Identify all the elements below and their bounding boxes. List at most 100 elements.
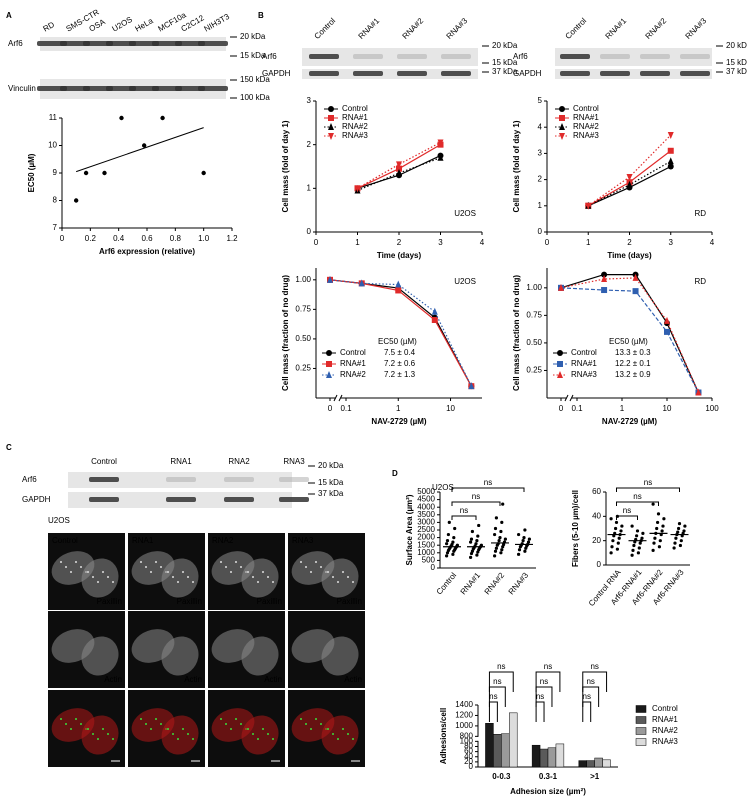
adhesion-dot [352, 581, 354, 583]
blot-band [353, 71, 383, 76]
x-tick-label: 0.6 [141, 234, 153, 243]
adhesion-dot [332, 733, 334, 735]
data-point [445, 542, 449, 546]
blot-row-label: Arf6 [262, 52, 277, 61]
blot-lane-label: RNA3 [283, 457, 305, 466]
data-point [630, 553, 634, 557]
adhesion-dot [230, 571, 232, 573]
adhesion-dot [60, 561, 62, 563]
data-point [354, 185, 361, 193]
x-axis-label: NAV-2729 (µM) [371, 417, 426, 426]
data-point [601, 271, 608, 278]
significance-label: ns [544, 662, 552, 671]
blot-lane-label: Control [313, 16, 338, 41]
blot-band [37, 86, 67, 91]
stain-label: Paxillin [97, 597, 122, 606]
y-tick-label: 4000 [417, 502, 435, 511]
bar [531, 744, 541, 768]
data-point [619, 529, 623, 533]
data-point [160, 115, 165, 121]
adhesion-dot [145, 566, 147, 568]
adhesion-dot [247, 728, 249, 730]
legend-label: Control [342, 104, 368, 113]
adhesion-dot [220, 561, 222, 563]
data-point [141, 143, 147, 148]
data-point [667, 132, 674, 140]
data-point [632, 543, 636, 548]
y-tick-label: 0.75 [526, 310, 542, 319]
y-axis-label: Fibers (5-10 µm)/cell [571, 490, 580, 567]
data-point [523, 528, 527, 532]
data-point [445, 539, 450, 543]
data-point [682, 529, 686, 533]
x-tick-label: 2 [627, 238, 632, 247]
data-point [585, 202, 592, 210]
blot-marker: 20 kDa [726, 41, 747, 50]
legend-label: Control [340, 348, 366, 357]
blot-band [60, 41, 90, 46]
x-tick-label: 1.2 [226, 234, 238, 243]
data-point [395, 280, 402, 288]
series-line [587, 134, 672, 207]
blot-band [680, 54, 710, 59]
legend-label: RNA#2 [342, 122, 368, 131]
x-tick-label: RNA#2 [483, 570, 507, 596]
blot-marker: 15 kDa [726, 58, 747, 67]
significance-bracket [535, 701, 545, 722]
significance-bracket [535, 671, 561, 692]
legend-label: RNA#2 [573, 122, 599, 131]
chart-annotation: U2OS [454, 277, 476, 286]
y-tick-label: 20 [592, 536, 601, 545]
adhesion-dot [240, 723, 242, 725]
bar [547, 747, 557, 768]
data-point [201, 170, 206, 176]
blot-band [600, 54, 630, 59]
cell-shape [161, 558, 199, 598]
x-axis-label: Arf6 expression (relative) [99, 247, 195, 256]
y-tick-label: 8 [53, 196, 58, 205]
chart-annotation: U2OS [454, 209, 476, 218]
axis-break [475, 736, 481, 741]
bar [602, 759, 611, 768]
bar [509, 712, 518, 768]
data-point [559, 123, 565, 130]
data-point [358, 279, 365, 287]
adhesion-dot [112, 581, 114, 583]
adhesion-dot [140, 718, 142, 720]
legend-label: RNA#1 [340, 359, 366, 368]
data-point [641, 531, 645, 535]
adhesion-dot [327, 571, 329, 573]
data-point [676, 530, 680, 534]
significance-bracket [488, 671, 514, 692]
y-tick-label: 0 [597, 560, 602, 569]
adhesion-dot [160, 566, 162, 568]
y-tick-label: 0 [538, 227, 543, 236]
adhesion-dot [225, 723, 227, 725]
adhesion-dot [315, 718, 317, 720]
data-point [431, 307, 438, 315]
column-label: RNA2 [212, 536, 234, 545]
cell-shape [241, 636, 279, 676]
blot-band [152, 86, 182, 91]
adhesion-dot [65, 566, 67, 568]
y-tick-label: 5 [538, 96, 543, 105]
data-point [615, 547, 620, 551]
x-tick-label: 3 [438, 238, 443, 247]
y-tick-label: 40 [464, 752, 473, 761]
stain-label: Paxillin [337, 597, 362, 606]
significance-bracket [582, 671, 608, 692]
blot-band [640, 71, 670, 76]
adhesion-dot [75, 718, 77, 720]
significance-label: ns [633, 492, 641, 501]
y-tick-label: 2500 [417, 525, 435, 534]
blot-band [175, 86, 205, 91]
cell-shape [241, 715, 279, 755]
data-point [662, 517, 666, 521]
y-tick-label: 1 [307, 183, 312, 192]
data-point [674, 536, 678, 540]
adhesion-dot [300, 561, 302, 563]
y-axis-label: Cell mass (fraction of no drug) [281, 275, 290, 391]
data-point [638, 541, 642, 545]
y-tick-label: 20 [464, 757, 473, 766]
y-tick-label: 1000 [417, 548, 435, 557]
